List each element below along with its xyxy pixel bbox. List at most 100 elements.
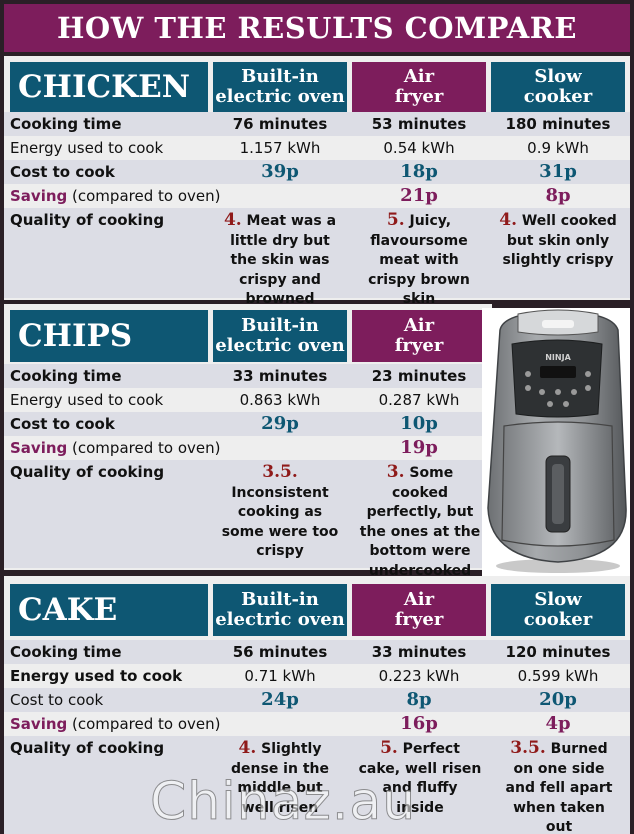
row-label-quality: Quality of cooking bbox=[10, 739, 165, 757]
value-saving-fryer: 21p bbox=[400, 185, 438, 206]
row-label-saving: Saving (compared to oven) bbox=[10, 184, 220, 208]
fryer-brand-text: NINJA bbox=[545, 353, 571, 362]
value-energy-slow: 0.9 kWh bbox=[527, 139, 589, 157]
value-time-oven: 56 minutes bbox=[232, 643, 328, 661]
table-row: Energy used to cook 1.157 kWh 0.54 kWh 0… bbox=[4, 136, 630, 160]
value-saving-fryer: 16p bbox=[400, 713, 438, 734]
quality-text: Meat was a little dry but the skin was c… bbox=[230, 213, 337, 307]
score: 5. bbox=[386, 210, 405, 230]
value-time-oven: 76 minutes bbox=[232, 115, 328, 133]
column-header-fryer: Air fryer bbox=[352, 62, 486, 112]
value-time-oven: 33 minutes bbox=[232, 367, 328, 385]
table-row: Saving (compared to oven) 16p 4p bbox=[4, 712, 630, 736]
quality-slow: 4. Well cooked but skin only slightly cr… bbox=[497, 210, 619, 271]
page-title: HOW THE RESULTS COMPARE bbox=[4, 4, 630, 52]
score: 4. bbox=[238, 738, 257, 758]
column-header-oven: Built-in electric oven bbox=[213, 584, 347, 636]
column-header-line: electric oven bbox=[215, 86, 345, 107]
score: 3.5. bbox=[262, 462, 298, 482]
score: 3. bbox=[386, 462, 405, 482]
value-energy-fryer: 0.223 kWh bbox=[378, 667, 460, 685]
score: 4. bbox=[223, 210, 242, 230]
table-row: Energy used to cook 0.71 kWh 0.223 kWh 0… bbox=[4, 664, 630, 688]
row-label-energy: Energy used to cook bbox=[10, 391, 164, 409]
column-header-fryer: Air fryer bbox=[352, 310, 486, 362]
row-label-saving: Saving (compared to oven) bbox=[10, 436, 220, 460]
quality-fryer: 5. Perfect cake, well risen and fluffy i… bbox=[358, 738, 482, 818]
value-saving-fryer: 19p bbox=[400, 437, 438, 458]
column-header-line: Air bbox=[403, 315, 435, 336]
column-header-line: cooker bbox=[523, 609, 593, 630]
column-header-line: fryer bbox=[394, 609, 444, 630]
saving-suffix: (compared to oven) bbox=[67, 187, 221, 205]
air-fryer-illustration: NINJA bbox=[482, 308, 630, 576]
saving-word: Saving bbox=[10, 439, 68, 457]
row-label-cooking-time: Cooking time bbox=[10, 367, 122, 385]
value-time-fryer: 53 minutes bbox=[371, 115, 467, 133]
watermark: Chinaz.au bbox=[150, 772, 417, 833]
column-header-oven: Built-in electric oven bbox=[213, 310, 347, 362]
table-row: Saving (compared to oven) 19p bbox=[4, 436, 492, 460]
column-header-line: Built-in bbox=[241, 589, 319, 610]
section-cake: CAKE Built-in electric oven Air fryer Sl… bbox=[4, 576, 630, 834]
row-label-cost: Cost to cook bbox=[10, 163, 115, 181]
value-saving-slow: 4p bbox=[545, 713, 571, 734]
value-cost-fryer: 10p bbox=[400, 413, 438, 434]
food-title-cake: CAKE bbox=[10, 584, 208, 636]
quality-text: Inconsistent cooking as some were too cr… bbox=[221, 484, 339, 560]
column-header-line: cooker bbox=[523, 86, 593, 107]
value-cost-oven: 24p bbox=[261, 689, 299, 710]
row-label-saving: Saving (compared to oven) bbox=[10, 712, 220, 736]
column-header-line: electric oven bbox=[215, 609, 345, 630]
value-energy-fryer: 0.54 kWh bbox=[383, 139, 455, 157]
food-title-chips: CHIPS bbox=[10, 310, 208, 362]
table-row: Quality of cooking 3.5. Inconsistent coo… bbox=[4, 460, 492, 579]
column-header-line: Slow bbox=[534, 589, 582, 610]
column-header-line: Air bbox=[403, 66, 435, 87]
table-row: Cooking time 33 minutes 23 minutes bbox=[4, 364, 492, 388]
column-header-line: Slow bbox=[534, 66, 582, 87]
score: 5. bbox=[380, 738, 398, 758]
table-row: Energy used to cook 0.863 kWh 0.287 kWh bbox=[4, 388, 492, 412]
column-header-line: fryer bbox=[394, 335, 444, 356]
row-label-cooking-time: Cooking time bbox=[10, 643, 122, 661]
table-row: Cost to cook 24p 8p 20p bbox=[4, 688, 630, 712]
table-row: Cooking time 76 minutes 53 minutes 180 m… bbox=[4, 112, 630, 136]
value-energy-fryer: 0.287 kWh bbox=[378, 391, 460, 409]
column-header-slow: Slow cooker bbox=[491, 584, 625, 636]
quality-text: Well cooked but skin only slightly crisp… bbox=[502, 213, 617, 268]
column-header-line: fryer bbox=[394, 86, 444, 107]
table-row: Quality of cooking 4. Slightly dense in … bbox=[4, 736, 630, 834]
quality-text: Some cooked perfectly, but the ones at t… bbox=[359, 465, 481, 579]
row-label-energy: Energy used to cook bbox=[10, 667, 183, 685]
row-label-quality: Quality of cooking bbox=[10, 463, 165, 481]
value-time-fryer: 23 minutes bbox=[371, 367, 467, 385]
table-row: Cooking time 56 minutes 33 minutes 120 m… bbox=[4, 640, 630, 664]
quality-oven: 4. Slightly dense in the middle but well… bbox=[227, 738, 333, 818]
value-energy-slow: 0.599 kWh bbox=[517, 667, 599, 685]
row-label-cost: Cost to cook bbox=[10, 415, 115, 433]
value-cost-fryer: 8p bbox=[406, 689, 432, 710]
value-cost-oven: 29p bbox=[261, 413, 299, 434]
column-header-fryer: Air fryer bbox=[352, 584, 486, 636]
quality-text: Juicy, flavoursome meat with crispy brow… bbox=[368, 213, 470, 307]
value-time-fryer: 33 minutes bbox=[371, 643, 467, 661]
saving-word: Saving bbox=[10, 715, 68, 733]
section-chips: CHIPS Built-in electric oven Air fryer C… bbox=[4, 304, 492, 579]
value-cost-slow: 20p bbox=[539, 689, 577, 710]
row-label-cost: Cost to cook bbox=[10, 691, 104, 709]
table-row: Quality of cooking 4. Meat was a little … bbox=[4, 208, 630, 307]
table-row: Cost to cook 39p 18p 31p bbox=[4, 160, 630, 184]
quality-slow: 3.5. Burned on one side and fell apart w… bbox=[499, 738, 619, 834]
air-fryer-image: NINJA bbox=[482, 308, 630, 576]
row-label-cooking-time: Cooking time bbox=[10, 115, 122, 133]
quality-fryer: 5. Juicy, flavoursome meat with crispy b… bbox=[354, 210, 484, 310]
saving-suffix: (compared to oven) bbox=[67, 439, 221, 457]
column-header-line: Built-in bbox=[241, 315, 319, 336]
column-header-slow: Slow cooker bbox=[491, 62, 625, 112]
quality-oven: 4. Meat was a little dry but the skin wa… bbox=[217, 210, 343, 310]
section-chicken: CHICKEN Built-in electric oven Air fryer… bbox=[4, 56, 630, 307]
saving-suffix: (compared to oven) bbox=[67, 715, 221, 733]
value-time-slow: 180 minutes bbox=[505, 115, 611, 133]
table-row: Cost to cook 29p 10p bbox=[4, 412, 492, 436]
